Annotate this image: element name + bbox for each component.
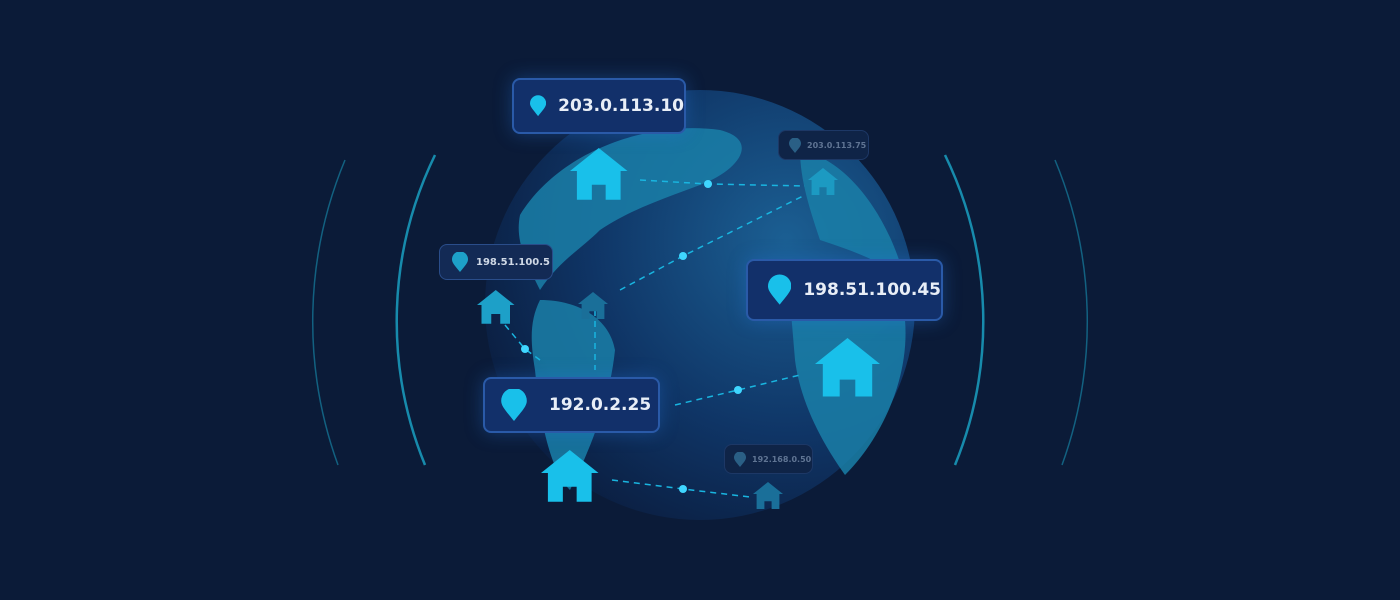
node-dot [521, 345, 529, 353]
map-pin-icon [501, 389, 527, 421]
ip-address: 203.0.113.10 [558, 96, 684, 116]
ip-label-198-51-100-45: 198.51.100.45 [746, 259, 943, 321]
house-icon [541, 450, 599, 502]
map-pin-icon [530, 95, 547, 117]
map-pin-icon [734, 451, 746, 467]
map-pin-icon [789, 137, 801, 153]
signal-arcs [311, 154, 1089, 466]
node-dot [679, 485, 687, 493]
ip-label-203-0-113-75: 203.0.113.75 [778, 130, 869, 160]
ip-address: 203.0.113.75 [807, 140, 867, 150]
house-icon [477, 290, 515, 324]
map-pin-icon [452, 252, 468, 272]
house-icon [815, 338, 880, 397]
ip-address: 192.168.0.50 [752, 454, 812, 464]
ip-address: 198.51.100.5 [476, 256, 551, 268]
house-icon [753, 482, 783, 509]
ip-address: 198.51.100.45 [803, 280, 941, 300]
house-icon [808, 168, 838, 195]
ip-label-192-168-0-50: 192.168.0.50 [724, 444, 813, 474]
node-dot [679, 252, 687, 260]
connection-nodes [521, 180, 742, 493]
node-dot [704, 180, 712, 188]
map-pin-icon [768, 274, 792, 305]
ip-label-198-51-100-5: 198.51.100.5 [439, 244, 553, 280]
ip-label-203-0-113-10: 203.0.113.10 [512, 78, 686, 134]
ip-address: 192.0.2.25 [549, 395, 652, 415]
house-icon [578, 292, 608, 319]
house-icon [570, 148, 628, 200]
ip-label-192-0-2-25: 192.0.2.25 [483, 377, 660, 433]
node-dot [734, 386, 742, 394]
